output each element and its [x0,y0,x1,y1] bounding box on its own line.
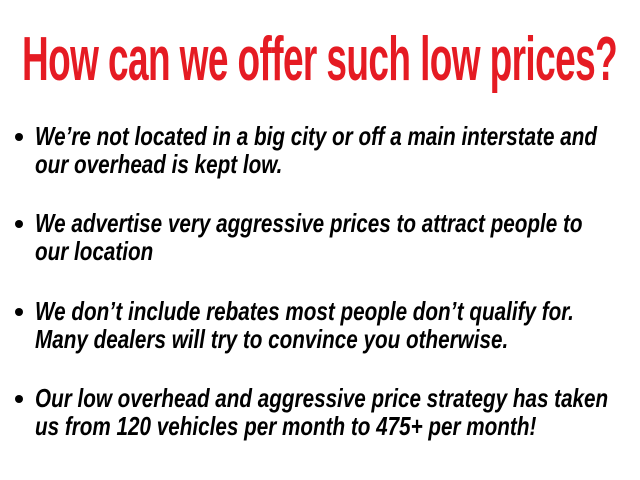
bullet-text-line: Our low overhead and aggressive price st… [35,383,609,413]
bullet-text-line: Many dealers will try to convince you ot… [35,324,509,354]
bullet-dot-icon [15,395,23,403]
slide-title: How can we offer such low prices? [22,25,618,94]
bullet-dot-icon [15,308,23,316]
bullet-text-line: our location [35,236,154,266]
bullet-text-line: our overhead is kept low. [35,149,283,179]
bullet-text-line: We don’t include rebates most people don… [35,296,574,326]
bullet-text-line: We advertise very aggressive prices to a… [35,208,583,238]
bullet-dot-icon [15,133,23,141]
bullet-text-line: We’re not located in a big city or off a… [35,121,597,151]
bullet-text-line: us from 120 vehicles per month to 475+ p… [35,411,537,441]
bullet-dot-icon [15,220,23,228]
